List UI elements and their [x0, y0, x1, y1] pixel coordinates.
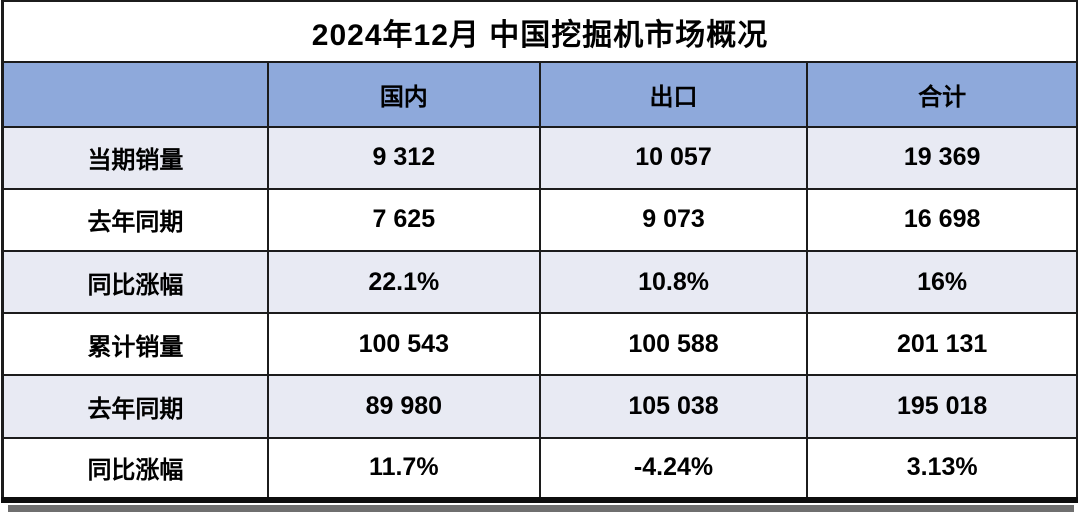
table-row: 同比涨幅 22.1% 10.8% 16% — [1, 249, 1078, 315]
column-header-export: 出口 — [538, 61, 809, 128]
page-title: 2024年12月 中国挖掘机市场概况 — [1, 0, 1078, 64]
row-label: 同比涨幅 — [1, 436, 269, 502]
table-row: 去年同期 7 625 9 073 16 698 — [1, 187, 1078, 252]
cell-value: -4.24% — [538, 436, 809, 502]
cell-value: 9 312 — [266, 125, 541, 190]
cell-value: 201 131 — [806, 312, 1078, 377]
cell-value: 9 073 — [538, 187, 809, 252]
row-label: 同比涨幅 — [1, 249, 269, 315]
cell-value: 7 625 — [266, 187, 541, 252]
column-header-total: 合计 — [806, 61, 1078, 128]
row-label: 去年同期 — [1, 374, 269, 439]
cell-value: 3.13% — [806, 436, 1078, 502]
cell-value: 105 038 — [538, 374, 809, 439]
row-label: 累计销量 — [1, 312, 269, 377]
row-label: 当期销量 — [1, 125, 269, 190]
cell-value: 89 980 — [266, 374, 541, 439]
cell-value: 10.8% — [538, 249, 809, 315]
cell-value: 16% — [806, 249, 1078, 315]
table-bottom-shadow — [8, 505, 1074, 512]
cell-value: 19 369 — [806, 125, 1078, 190]
table-row: 同比涨幅 11.7% -4.24% 3.13% — [1, 436, 1078, 502]
market-overview-table: 2024年12月 中国挖掘机市场概况 国内 出口 合计 当期销量 9 312 1… — [1, 0, 1078, 503]
cell-value: 16 698 — [806, 187, 1078, 252]
cell-value: 22.1% — [266, 249, 541, 315]
table-row: 去年同期 89 980 105 038 195 018 — [1, 374, 1078, 439]
column-header-empty — [1, 61, 269, 128]
cell-value: 11.7% — [266, 436, 541, 502]
cell-value: 100 543 — [266, 312, 541, 377]
table-row: 累计销量 100 543 100 588 201 131 — [1, 312, 1078, 377]
cell-value: 100 588 — [538, 312, 809, 377]
row-label: 去年同期 — [1, 187, 269, 252]
cell-value: 195 018 — [806, 374, 1078, 439]
table-row: 当期销量 9 312 10 057 19 369 — [1, 125, 1078, 190]
cell-value: 10 057 — [538, 125, 809, 190]
column-header-domestic: 国内 — [266, 61, 541, 128]
